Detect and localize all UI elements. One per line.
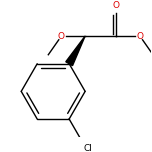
Text: O: O <box>136 32 143 41</box>
Polygon shape <box>66 36 85 66</box>
Text: Cl: Cl <box>84 144 93 152</box>
Text: O: O <box>113 2 120 10</box>
Text: O: O <box>58 32 65 41</box>
